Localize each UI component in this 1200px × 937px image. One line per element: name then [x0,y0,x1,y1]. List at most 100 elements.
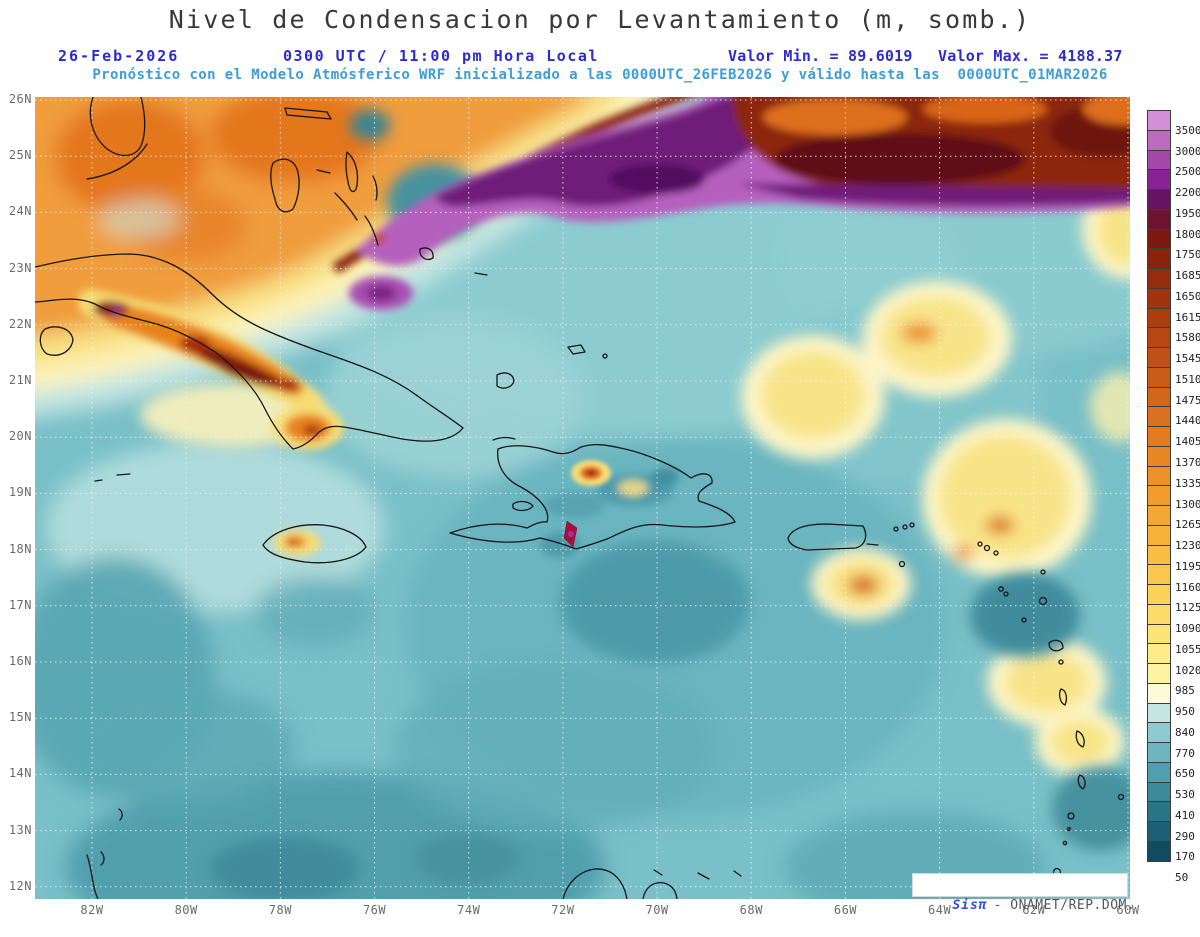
lat-label: 20N [8,429,32,444]
coast-florida [89,97,146,157]
colorbar-segment [1147,426,1171,447]
colorbar-segment [1147,544,1171,566]
colorbar-segment [1147,347,1171,368]
lat-label: 24N [8,204,32,219]
colorbar-segment [1147,702,1171,724]
colorbar-level-label: 410 [1175,808,1195,822]
map-canvas [35,97,1130,899]
colorbar-segment [1147,327,1171,348]
lat-label: 15N [8,710,32,725]
coast-aruba [653,869,663,876]
coast-isla-juventud [39,326,74,356]
watermark-org: - ONAMET/REP.DOM. [993,898,1136,913]
colorbar-segment [1147,307,1171,329]
colorbar-level-label: 530 [1175,788,1195,802]
colorbar-segment [1147,129,1171,151]
coast-florida-keys [86,143,148,180]
colorbar-segment [1147,228,1171,250]
coast-st-lucia [1077,774,1086,790]
coast-eleuthera [345,151,359,193]
watermark-brand: Sisπ [952,898,988,913]
colorbar-segment [1147,584,1171,605]
colorbar-labels: 3500 3000 2500 2200 1950 1800 1750 1685 1650 1615… [1175,0,1200,927]
lon-label: 60W [1110,903,1146,917]
coast-grand-bahama [284,107,332,120]
colorbar-level-label: 1510 [1175,372,1200,386]
coastlines [35,97,1125,899]
colorbar-segment [1147,465,1171,487]
field-magenta-sliver [563,520,578,548]
field-hispaniola-spots [571,460,611,486]
lon-label: 64W [922,903,958,917]
coast-mayaguana [474,272,488,276]
colorbar-level-label: 1650 [1175,289,1200,303]
colorbar-level-label: 1615 [1175,310,1200,324]
field-cuba-ridge [78,289,344,450]
colorbar-level-label: 1125 [1175,601,1200,615]
colorbar-level-label: 650 [1175,767,1195,781]
lat-label: 26N [8,92,32,106]
coast-barbuda [1040,569,1046,575]
colorbar-level-label: 1335 [1175,476,1200,490]
colorbar-level-label: 1545 [1175,352,1200,366]
colorbar-segment [1147,722,1171,743]
colorbar-segment [1147,268,1171,289]
gridlines [35,97,1130,899]
colorbar-level-label: 290 [1175,829,1195,843]
colorbar-segment [1147,524,1171,546]
coast-vieques [866,543,879,546]
colorbar-level-label: 1750 [1175,248,1200,262]
lat-axis: 26N 25N 24N 23N 22N 21N 20N 19N 18N 17N 16N 15N 14N 1… [0,0,34,927]
colorbar-segment [1147,682,1171,704]
colorbar-segment [1147,189,1171,210]
coast-anguilla [977,541,983,547]
colorbar-level-label: 1195 [1175,559,1200,573]
coast-paraguana [642,881,678,899]
colorbar-level-label: 985 [1175,684,1195,698]
min-value-label: Valor Min. = 89.6019 [728,47,913,65]
colorbar-level-label: 2500 [1175,165,1200,179]
colorbar-segment [1147,821,1171,842]
colorbar-segment [1147,445,1171,467]
lat-label: 16N [8,654,32,668]
coast-cuba [35,253,464,450]
coast-st-vincent [1067,812,1075,820]
lon-label: 62W [1016,903,1052,917]
watermark: Sisπ - ONAMET/REP.DOM. [912,873,1135,913]
colorbar-segment [1147,287,1171,309]
colorbar [1147,110,1171,899]
colorbar-level-label: 1475 [1175,393,1200,407]
colorbar-segment [1147,366,1171,388]
coast-bonaire [733,870,742,877]
coast-st-barth [993,550,999,556]
colorbar-level-label: 1090 [1175,622,1200,636]
colorbar-segment [1147,248,1171,269]
coast-andros [270,158,300,213]
colorbar-segment [1147,485,1171,506]
lat-label: 19N [8,485,32,500]
colorbar-segment [1147,564,1171,585]
colorbar-segment [1147,742,1171,763]
coast-caicos [567,344,586,355]
forecast-line: Pronóstico con el Modelo Atmósferico WRF… [92,67,1108,83]
coast-nevis [1003,591,1009,597]
coast-dominica [1058,688,1068,706]
coast-bottom-left [86,854,99,899]
lat-label: 12N [8,878,32,893]
lon-label: 82W [80,903,104,917]
valid-time-label: 0300 UTC / 11:00 pm Hora Local [283,47,599,65]
coast-providencia [118,808,123,821]
coast-virgin-islands [902,524,908,530]
coast-virgin-islands [893,526,899,532]
colorbar-segment [1147,603,1171,625]
page-title: Nivel de Condensacion por Levantamiento … [168,5,1032,34]
colorbar-level-label: 3500 [1175,123,1200,137]
colorbar-level-label: 1580 [1175,331,1200,345]
colorbar-level-label: 1055 [1175,642,1200,656]
colorbar-level-label: 1950 [1175,206,1200,220]
coast-crooked [419,247,434,261]
colorbar-level-label: 1440 [1175,414,1200,428]
coast-cayman [94,473,131,482]
colorbar-level-label: 50 [1175,871,1189,885]
coast-barbados [1117,793,1125,801]
